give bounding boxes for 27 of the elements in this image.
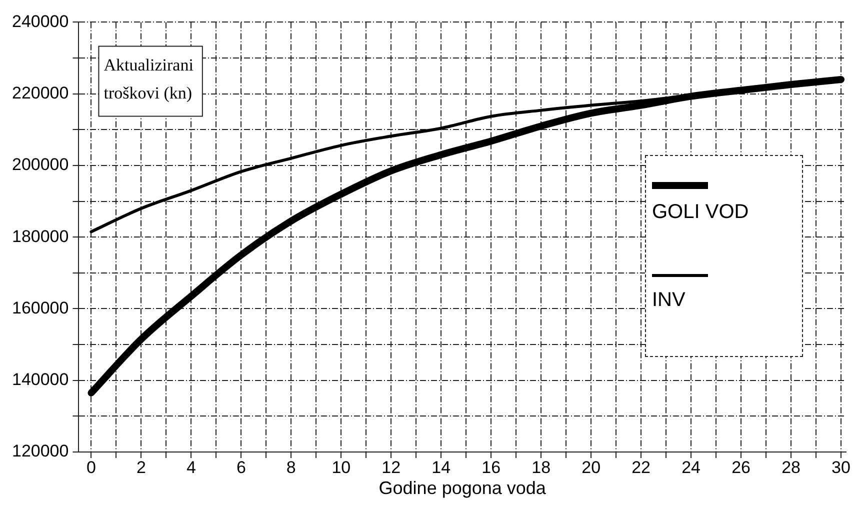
x-tick-label: 20 (582, 458, 601, 477)
legend-label: INV (652, 289, 686, 312)
x-tick-label: 4 (186, 458, 196, 477)
x-tick-label: 12 (382, 458, 401, 477)
x-axis-title: Godine pogona voda (378, 478, 547, 498)
legend-label: GOLI VOD (652, 201, 749, 224)
x-tick-label: 18 (532, 458, 551, 477)
x-tick-label: 14 (432, 458, 451, 477)
y-tick-label: 240000 (12, 12, 69, 31)
y-tick-label: 200000 (12, 155, 69, 174)
x-tick-label: 26 (732, 458, 750, 477)
y-axis-title: Aktualizirani troškovi (kn) (104, 56, 194, 103)
x-tick-label: 0 (86, 458, 96, 477)
x-tick-label: 10 (332, 458, 351, 477)
x-tick-label: 24 (682, 458, 701, 477)
x-tick-label: 16 (482, 458, 501, 477)
y-tick-label: 220000 (12, 84, 69, 103)
y-tick-label: 180000 (12, 226, 69, 246)
x-tick-label: 28 (782, 458, 800, 477)
x-tick-label: 6 (236, 458, 246, 477)
x-tick-label: 30 (832, 458, 850, 477)
y-tick-label: 140000 (12, 370, 69, 390)
y-tick-label: 120000 (12, 442, 69, 461)
x-tick-label: 22 (632, 458, 651, 477)
y-tick-label: 160000 (12, 298, 69, 318)
x-tick-label: 8 (286, 458, 296, 477)
x-tick-label: 2 (136, 458, 146, 477)
